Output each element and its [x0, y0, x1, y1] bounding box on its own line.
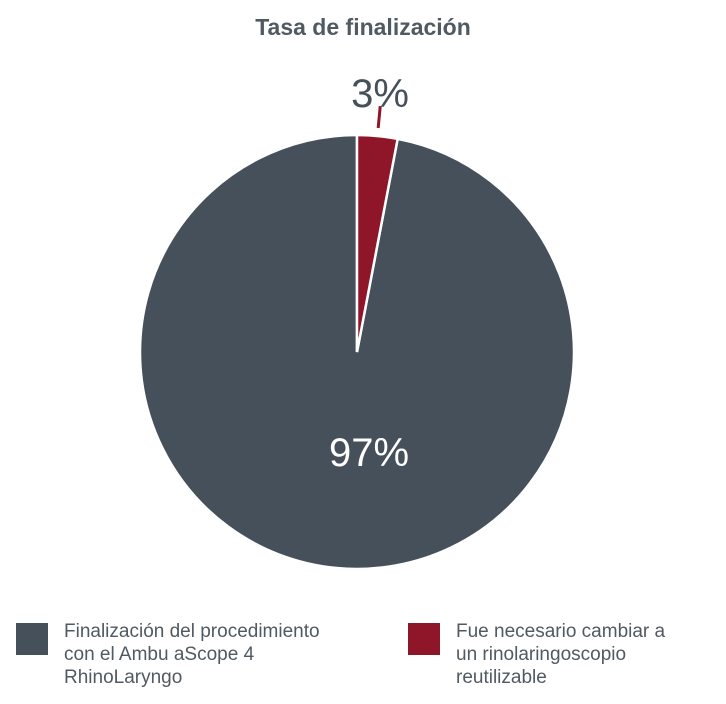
legend-label-switched: Fue necesario cambiar a un rinolaringosc…: [456, 621, 666, 688]
chart-title: Tasa de finalización: [255, 14, 471, 40]
legend-item-completed: Finalización del procedimiento con el Am…: [16, 620, 320, 689]
legend-swatch-completed: [16, 623, 48, 655]
data-label-switched: 3%: [351, 72, 409, 116]
leader-line-switched: [376, 105, 382, 129]
pie-slice-switched: [355, 133, 400, 353]
legend-swatch-switched: [408, 623, 440, 655]
legend-label-completed: Finalización del procedimiento con el Am…: [64, 621, 320, 688]
data-label-completed: 97%: [329, 431, 409, 475]
legend-item-switched: Fue necesario cambiar a un rinolaringosc…: [408, 620, 665, 689]
